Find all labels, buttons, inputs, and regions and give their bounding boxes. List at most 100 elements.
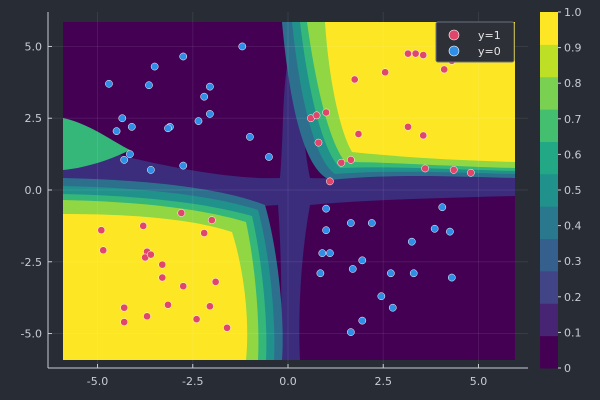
point-y1 xyxy=(421,164,429,173)
point-y1 xyxy=(419,131,428,140)
point-y0 xyxy=(387,269,395,278)
legend-marker-y1 xyxy=(448,29,460,41)
x-axis-ticks: -5.0 -2.5 0.0 2.5 5.0 xyxy=(87,364,487,388)
point-y0 xyxy=(367,219,376,227)
point-y1 xyxy=(467,168,475,177)
point-y1 xyxy=(440,65,449,74)
y-tick-label: -5.0 xyxy=(21,328,42,341)
point-y0 xyxy=(126,150,134,158)
colorbar-tick-label: 0.8 xyxy=(564,77,582,90)
point-y0 xyxy=(179,52,188,61)
colorbar-tick-label: 0.9 xyxy=(564,42,582,55)
colorbar-tick-label: 0.3 xyxy=(564,255,582,268)
x-tick-label: -2.5 xyxy=(182,375,203,388)
point-y1 xyxy=(322,108,330,117)
point-y1 xyxy=(164,300,172,309)
point-y0 xyxy=(318,249,327,258)
point-y0 xyxy=(265,153,273,161)
point-y1 xyxy=(206,302,214,311)
point-y1 xyxy=(143,312,151,321)
point-y0 xyxy=(316,269,325,278)
y-tick-label: 0.0 xyxy=(25,184,43,197)
x-tick-label: 2.5 xyxy=(374,375,392,388)
point-y1 xyxy=(223,323,231,332)
point-y0 xyxy=(430,224,439,233)
point-y1 xyxy=(179,282,188,291)
point-y1 xyxy=(99,246,108,255)
point-y1 xyxy=(354,130,363,138)
point-y0 xyxy=(194,117,203,125)
contour-left-edge xyxy=(63,118,130,170)
colorbar-tick-label: 0 xyxy=(564,362,571,375)
point-y0 xyxy=(407,237,416,246)
colorbar-segment xyxy=(540,12,558,45)
point-y0 xyxy=(206,110,214,118)
colorbar-tick-label: 0.2 xyxy=(564,291,582,304)
point-y0 xyxy=(200,92,209,101)
legend-label-y0: y=0 xyxy=(478,45,501,58)
colorbar-segment xyxy=(540,238,558,272)
point-y1 xyxy=(449,166,458,174)
point-y0 xyxy=(347,328,355,336)
colorbar-segment xyxy=(540,76,558,110)
point-y0 xyxy=(322,204,330,213)
point-y0 xyxy=(348,265,357,273)
x-tick-label: -5.0 xyxy=(87,375,108,388)
colorbar-tick-label: 0.7 xyxy=(564,113,582,126)
point-y0 xyxy=(326,249,334,258)
point-y0 xyxy=(118,114,127,123)
colorbar-tick-label: 1.0 xyxy=(564,6,582,19)
point-y1 xyxy=(120,303,129,312)
colorbar: 0 0.1 0.2 0.3 0.4 0.5 0.6 0.7 0.8 0.9 1.0 xyxy=(540,6,582,375)
point-y1 xyxy=(312,111,321,120)
point-y1 xyxy=(207,216,216,224)
point-y1 xyxy=(147,250,155,259)
contour-bottom-left xyxy=(63,178,283,360)
point-y1 xyxy=(120,318,129,326)
colorbar-segment xyxy=(540,335,558,369)
point-y0 xyxy=(377,292,386,301)
point-y0 xyxy=(147,166,155,174)
point-y0 xyxy=(127,122,136,131)
colorbar-segment xyxy=(540,109,558,142)
point-y1 xyxy=(381,68,389,77)
colorbar-tick-label: 0.4 xyxy=(564,220,582,233)
point-y0 xyxy=(120,156,129,164)
point-y0 xyxy=(164,124,172,133)
point-y1 xyxy=(404,49,412,58)
y-tick-label: -2.5 xyxy=(21,256,42,269)
point-y0 xyxy=(358,256,367,265)
point-y1 xyxy=(337,158,346,167)
point-y0 xyxy=(150,62,159,71)
point-y1 xyxy=(326,177,334,186)
point-y0 xyxy=(179,161,188,170)
legend-marker-y0 xyxy=(448,45,460,57)
colorbar-segment xyxy=(540,173,558,207)
colorbar-segment xyxy=(540,303,558,337)
point-y0 xyxy=(206,82,214,91)
point-y1 xyxy=(411,49,420,58)
x-tick-label: 0.0 xyxy=(279,375,297,388)
legend-label-y1: y=1 xyxy=(478,29,501,42)
point-y1 xyxy=(158,273,167,282)
point-y0 xyxy=(322,226,330,235)
colorbar-tick-label: 0.6 xyxy=(564,148,582,161)
colorbar-segment xyxy=(540,44,558,78)
point-y1 xyxy=(97,226,106,235)
grid xyxy=(48,12,528,368)
point-y0 xyxy=(447,273,456,282)
point-y1 xyxy=(200,229,209,237)
point-y1 xyxy=(139,222,148,230)
y-tick-label: 5.0 xyxy=(25,40,43,53)
point-y0 xyxy=(246,133,254,141)
point-y0 xyxy=(105,79,113,88)
y-tick-label: 2.5 xyxy=(25,112,43,125)
point-y1 xyxy=(404,122,412,131)
scatter-points xyxy=(97,42,475,336)
point-y1 xyxy=(350,75,359,84)
point-y0 xyxy=(347,219,355,227)
point-y0 xyxy=(388,303,397,312)
point-y0 xyxy=(358,316,367,325)
colorbar-segment xyxy=(540,270,558,304)
